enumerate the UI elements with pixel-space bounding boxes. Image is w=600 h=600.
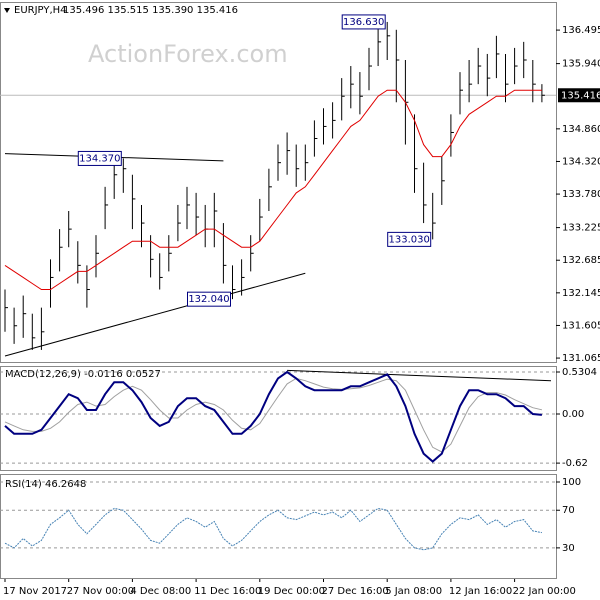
rsi-title: RSI(14) 46.2648 bbox=[5, 479, 86, 490]
y-tick-label: 30 bbox=[562, 543, 575, 554]
panel-frame bbox=[0, 2, 557, 363]
trendline bbox=[4, 272, 306, 357]
moving-average bbox=[4, 89, 542, 290]
y-tick-label: 131.605 bbox=[562, 320, 600, 331]
panel-frame bbox=[0, 474, 557, 579]
y-tick-label: 133.780 bbox=[562, 189, 600, 200]
x-tick-label: 27 Nov 00:00 bbox=[67, 586, 134, 597]
last-price-box bbox=[558, 88, 600, 103]
y-tick-label: 131.065 bbox=[562, 353, 600, 364]
y-tick-label: 134.320 bbox=[562, 156, 600, 167]
annotation-label: 133.030 bbox=[389, 234, 430, 245]
chart-subtitle: 135.496 135.515 135.390 135.416 bbox=[63, 5, 238, 16]
rsi-line bbox=[4, 507, 542, 551]
trendline bbox=[287, 369, 552, 382]
watermark: ActionForex.com bbox=[88, 40, 288, 68]
annotation-box bbox=[387, 231, 432, 247]
y-tick-label: 0.00 bbox=[562, 409, 584, 420]
y-tick-label: 70 bbox=[562, 505, 575, 516]
chart-title: EURJPY,H4 bbox=[14, 5, 67, 16]
x-tick-label: 4 Dec 08:00 bbox=[130, 586, 191, 597]
last-price-label: 135.416 bbox=[561, 90, 600, 101]
x-tick-label: 17 Nov 2017 bbox=[3, 586, 67, 597]
annotation-label: 136.630 bbox=[343, 17, 384, 28]
x-tick-label: 12 Jan 16:00 bbox=[449, 586, 512, 597]
y-tick-label: 132.685 bbox=[562, 255, 600, 266]
macd-line bbox=[4, 370, 542, 463]
y-tick-label: 133.225 bbox=[562, 223, 600, 234]
x-tick-label: 27 Dec 16:00 bbox=[322, 586, 389, 597]
annotation-box bbox=[77, 150, 122, 166]
y-tick-label: 134.860 bbox=[562, 124, 600, 135]
y-tick-label: -0.62 bbox=[562, 458, 588, 469]
annotation-label: 132.040 bbox=[188, 294, 229, 305]
y-tick-label: 136.495 bbox=[562, 25, 600, 36]
y-tick-label: 0.5304 bbox=[562, 367, 597, 378]
x-tick-label: 5 Jan 08:00 bbox=[385, 586, 442, 597]
panel-frame bbox=[0, 366, 557, 471]
annotation-label: 134.370 bbox=[79, 153, 120, 164]
macd-title: MACD(12,26,9) -0.0116 0.0527 bbox=[5, 369, 161, 380]
menu-triangle bbox=[4, 8, 10, 13]
macd-line bbox=[4, 377, 543, 453]
x-tick-label: 22 Jan 00:00 bbox=[513, 586, 576, 597]
annotation-box bbox=[187, 291, 231, 307]
x-tick-label: 19 Dec 00:00 bbox=[258, 586, 325, 597]
y-tick-label: 100 bbox=[562, 477, 581, 488]
y-tick-label: 132.145 bbox=[562, 288, 600, 299]
annotation-box bbox=[341, 14, 386, 30]
x-tick-label: 11 Dec 16:00 bbox=[194, 586, 261, 597]
y-tick-label: 135.940 bbox=[562, 59, 600, 70]
